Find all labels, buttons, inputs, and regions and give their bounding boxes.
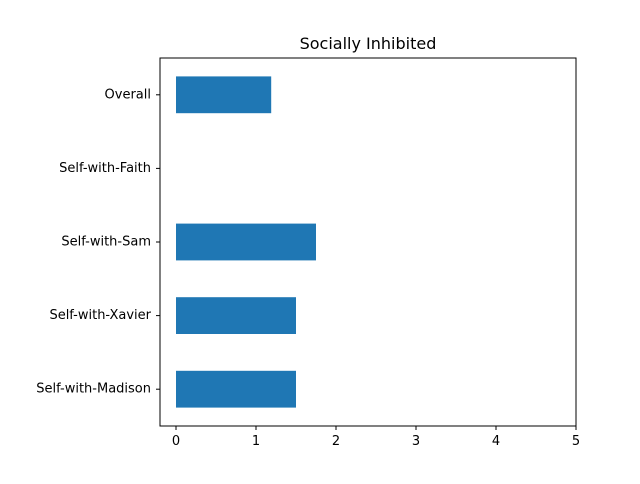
bar-overall [176,76,272,114]
bar-self-with-madison [176,370,296,408]
y-tick-label: Self-with-Sam [61,235,151,250]
x-tick-label: 2 [332,434,340,449]
plot-frame [159,57,577,427]
bar-self-with-xavier [176,297,296,334]
chart-title: Socially Inhibited [300,34,437,53]
y-tick-label: Self-with-Faith [59,161,151,176]
x-tick-label: 5 [572,434,580,449]
y-tick-label: Overall [105,87,151,102]
x-tick-label: 0 [172,434,180,449]
bars-group [176,76,316,408]
x-tick-label: 1 [252,434,260,449]
y-axis: Overall Self-with-Faith Self-with-Sam Self-… [36,87,160,397]
y-tick-label: Self-with-Madison [36,382,151,397]
x-axis: 0 1 2 3 4 5 [172,426,580,449]
x-tick-label: 4 [492,434,500,449]
y-tick-label: Self-with-Xavier [49,308,151,323]
bar-self-with-sam [176,223,316,261]
x-tick-label: 3 [412,434,420,449]
